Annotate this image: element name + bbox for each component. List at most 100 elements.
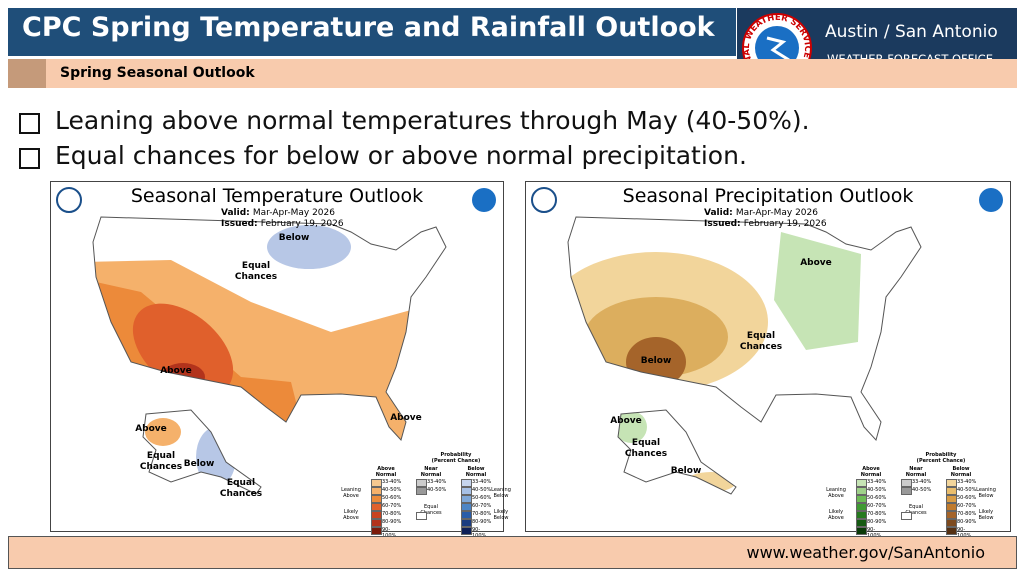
legend-range: 60-70% bbox=[472, 503, 492, 509]
legend-range: 60-70% bbox=[382, 503, 402, 509]
legend-swatch bbox=[946, 495, 957, 503]
legend-swatch bbox=[371, 479, 382, 487]
legend-title: Probability (Percent Chance) bbox=[916, 452, 966, 464]
legend-side: Likely Above bbox=[828, 509, 844, 521]
bullet: Leaning above normal temperatures throug… bbox=[55, 106, 810, 135]
checkbox bbox=[19, 113, 40, 134]
legend-swatch bbox=[946, 503, 957, 511]
area-label: Below bbox=[670, 466, 702, 476]
area-label: Above bbox=[135, 424, 167, 434]
legend-range: 50-60% bbox=[867, 495, 887, 501]
field-label: Issued: bbox=[704, 219, 741, 229]
legend-column: Below Normal bbox=[950, 466, 972, 478]
bullet: Equal chances for below or above normal … bbox=[55, 141, 747, 170]
legend-range: 70-80% bbox=[867, 511, 887, 517]
legend-swatch bbox=[461, 519, 472, 527]
legend-range: 60-70% bbox=[867, 503, 887, 509]
temperature-map: Seasonal Temperature Outlook Valid: Mar-A… bbox=[50, 181, 511, 539]
legend-swatch bbox=[461, 487, 472, 495]
subtitle: Spring Seasonal Outlook bbox=[60, 65, 255, 81]
legend-swatch bbox=[416, 512, 427, 520]
legend-swatch bbox=[461, 527, 472, 535]
legend-range: 70-80% bbox=[957, 511, 977, 517]
legend-range: 33-40% bbox=[427, 479, 447, 485]
legend-side: Leaning Above bbox=[341, 487, 361, 499]
legend-column: Near Normal bbox=[905, 466, 927, 478]
legend-swatch bbox=[856, 479, 867, 487]
legend-swatch bbox=[371, 527, 382, 535]
office-name: Austin / San Antonio bbox=[825, 22, 998, 42]
field-value: February 19, 2026 bbox=[260, 219, 344, 229]
legend-side: Likely Below bbox=[978, 509, 994, 521]
legend-swatch bbox=[946, 487, 957, 495]
legend-swatch bbox=[856, 503, 867, 511]
valid: Valid: Mar-Apr-May 2026 bbox=[221, 208, 335, 218]
legend-swatch bbox=[856, 519, 867, 527]
legend-swatch bbox=[856, 527, 867, 535]
legend-swatch bbox=[946, 527, 957, 535]
field-value: Mar-Apr-May 2026 bbox=[252, 208, 335, 218]
legend-range: 50-60% bbox=[957, 495, 977, 501]
legend-range: 33-40% bbox=[382, 479, 402, 485]
noaa-logo bbox=[472, 188, 496, 212]
legend-swatch bbox=[416, 487, 427, 495]
legend-range: 80-90% bbox=[382, 519, 402, 525]
legend-side: Likely Above bbox=[343, 509, 359, 521]
title-bar bbox=[8, 8, 736, 56]
legend-title: Probability (Percent Chance) bbox=[431, 452, 481, 464]
legend-middle: Equal Chances bbox=[420, 504, 442, 516]
legend-range: 40-50% bbox=[382, 487, 402, 493]
area-label: Above bbox=[800, 258, 832, 268]
field-label: Issued: bbox=[221, 219, 258, 229]
legend-column: Below Normal bbox=[465, 466, 487, 478]
legend-range: 80-90% bbox=[472, 519, 492, 525]
legend-swatch bbox=[461, 479, 472, 487]
field-label: Valid: bbox=[704, 208, 733, 218]
legend-column: Above Normal bbox=[860, 466, 882, 478]
legend-side: Leaning Below bbox=[976, 487, 996, 499]
legend-range: 80-90% bbox=[957, 519, 977, 525]
title: CPC Spring Temperature and Rainfall Outl… bbox=[22, 12, 715, 43]
legend-range: 70-80% bbox=[472, 511, 492, 517]
agency-seal bbox=[531, 187, 557, 213]
area-label: Equal Chances bbox=[219, 478, 263, 499]
subtitle-bar bbox=[8, 59, 1017, 88]
legend-swatch bbox=[461, 495, 472, 503]
area-label: Above bbox=[160, 366, 192, 376]
legend-middle: Equal Chances bbox=[905, 504, 927, 516]
us-border bbox=[567, 216, 922, 441]
issued: Issued: February 19, 2026 bbox=[704, 219, 827, 229]
legend-swatch bbox=[946, 479, 957, 487]
legend-swatch bbox=[856, 487, 867, 495]
legend-swatch bbox=[856, 511, 867, 519]
area-label: Equal Chances bbox=[624, 438, 668, 459]
area-label: Equal Chances bbox=[234, 261, 278, 282]
legend-column: Above Normal bbox=[375, 466, 397, 478]
footer-url: www.weather.gov/SanAntonio bbox=[746, 543, 986, 562]
subtitle-marker bbox=[8, 59, 46, 88]
legend-swatch bbox=[901, 479, 912, 487]
legend-swatch bbox=[416, 479, 427, 487]
legend-range: 70-80% bbox=[382, 511, 402, 517]
precipitation-map: Seasonal Precipitation Outlook Valid: Mar… bbox=[525, 181, 1011, 539]
map-title: Seasonal Precipitation Outlook bbox=[622, 185, 914, 207]
legend-swatch bbox=[371, 495, 382, 503]
legend-swatch bbox=[946, 519, 957, 527]
legend-range: 40-50% bbox=[867, 487, 887, 493]
area-label: Below bbox=[183, 459, 215, 469]
area-label: Above bbox=[610, 416, 642, 426]
legend-range: 40-50% bbox=[957, 487, 977, 493]
area-label: Above bbox=[390, 413, 422, 423]
issued: Issued: February 19, 2026 bbox=[221, 219, 344, 229]
legend-swatch bbox=[461, 511, 472, 519]
legend-side: Likely Below bbox=[493, 509, 509, 521]
legend-range: 50-60% bbox=[382, 495, 402, 501]
legend-swatch bbox=[371, 511, 382, 519]
legend-swatch bbox=[901, 512, 912, 520]
legend-range: 60-70% bbox=[957, 503, 977, 509]
noaa-logo bbox=[979, 188, 1003, 212]
legend-range: 33-40% bbox=[867, 479, 887, 485]
legend-swatch bbox=[371, 519, 382, 527]
legend-swatch bbox=[461, 503, 472, 511]
